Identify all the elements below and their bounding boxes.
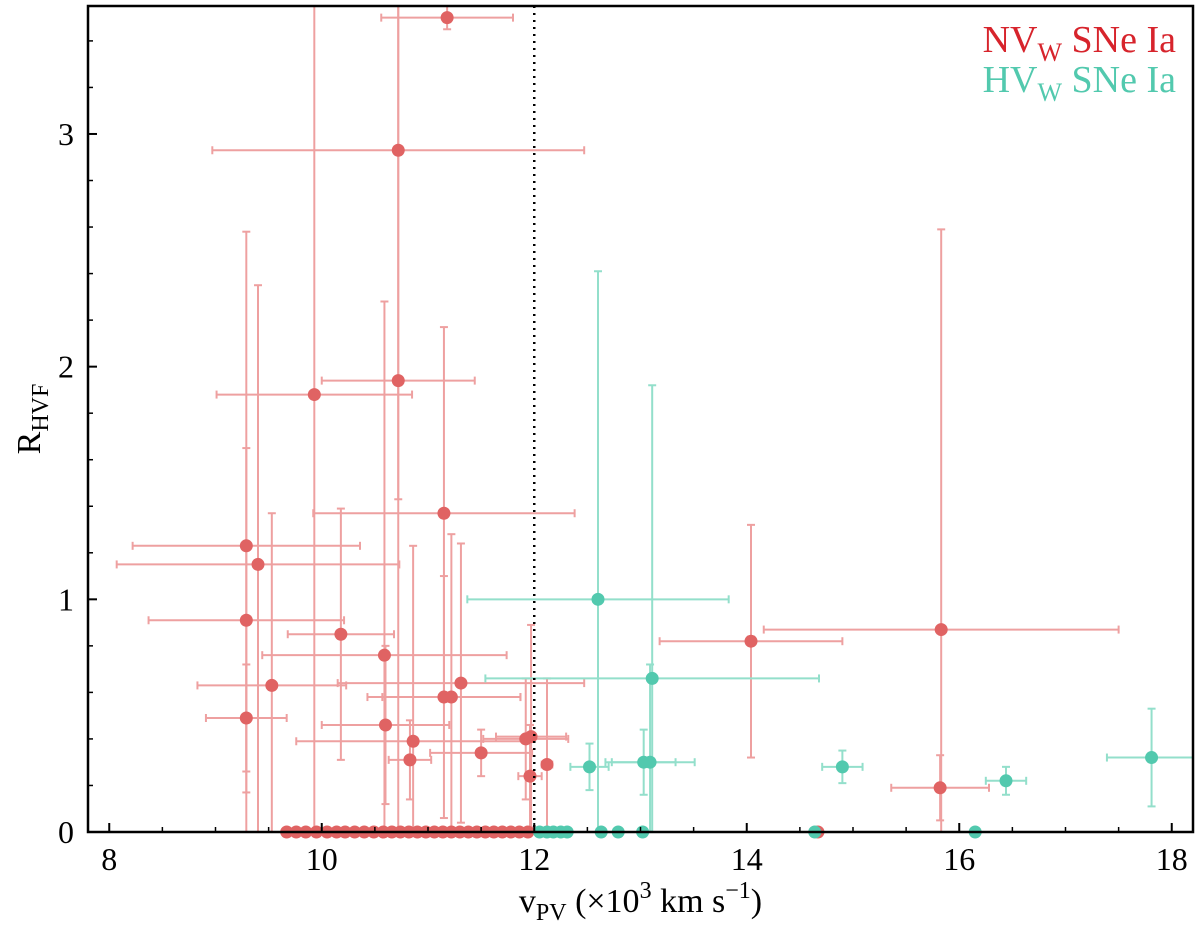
x-tick-label: 10 bbox=[306, 841, 338, 877]
data-point-nvw bbox=[334, 627, 348, 641]
x-axis-ticks: 8 10 12 14 16 18 bbox=[101, 823, 1188, 877]
legend-entry-nvw: NVW SNe Ia bbox=[983, 19, 1177, 67]
y-tick-label: 3 bbox=[58, 116, 74, 152]
y-tick-label: 1 bbox=[58, 581, 74, 617]
x-tick-label: 14 bbox=[731, 841, 763, 877]
y-tick-label: 2 bbox=[58, 349, 74, 385]
data-point-nvw bbox=[540, 758, 554, 772]
data-point-hvw bbox=[1145, 751, 1159, 765]
data-point-nvw bbox=[307, 388, 321, 402]
plot-frame bbox=[86, 4, 1195, 834]
data-point-nvw bbox=[437, 506, 451, 520]
x-tick-label: 16 bbox=[943, 841, 975, 877]
x-tick-label: 8 bbox=[101, 841, 117, 877]
data-point-hvw bbox=[999, 774, 1013, 788]
error-bars bbox=[115, 5, 1194, 833]
data-point-nvw bbox=[474, 746, 488, 760]
data-point-nvw bbox=[239, 613, 253, 627]
legend: NVW SNe Ia HVW SNe Ia bbox=[983, 19, 1177, 107]
data-point-nvw bbox=[744, 634, 758, 648]
y-axis-label: RHVF bbox=[11, 384, 54, 455]
data-point-nvw bbox=[239, 539, 253, 553]
data-point-nvw bbox=[251, 557, 265, 571]
data-point-nvw bbox=[265, 678, 279, 692]
data-point-nvw bbox=[391, 143, 405, 157]
data-point-nvw bbox=[377, 648, 391, 662]
data-point-hvw bbox=[645, 671, 659, 685]
data-point-nvw bbox=[933, 781, 947, 795]
data-point-nvw bbox=[523, 769, 537, 783]
data-point-hvw bbox=[835, 760, 849, 774]
x-tick-label: 12 bbox=[518, 841, 550, 877]
data-point-hvw bbox=[643, 755, 657, 769]
data-point-nvw bbox=[454, 676, 468, 690]
data-point-nvw bbox=[440, 11, 454, 25]
data-point-nvw bbox=[406, 734, 420, 748]
x-tick-label: 18 bbox=[1156, 841, 1188, 877]
data-point-nvw bbox=[444, 690, 458, 704]
data-point-nvw bbox=[403, 753, 417, 767]
data-point-nvw bbox=[391, 374, 405, 388]
data-points bbox=[239, 11, 1159, 839]
legend-entry-hvw: HVW SNe Ia bbox=[983, 59, 1177, 107]
y-tick-label: 0 bbox=[58, 814, 74, 850]
data-point-nvw bbox=[379, 718, 392, 732]
data-point-nvw bbox=[524, 730, 538, 744]
data-point-hvw bbox=[583, 760, 596, 774]
data-point-hvw bbox=[591, 592, 605, 606]
y-axis-ticks: 0 1 2 3 bbox=[58, 40, 97, 850]
data-point-nvw bbox=[934, 623, 948, 637]
x-axis-label: vPV (×103 km s−1) bbox=[519, 878, 762, 926]
data-point-nvw bbox=[239, 711, 253, 725]
